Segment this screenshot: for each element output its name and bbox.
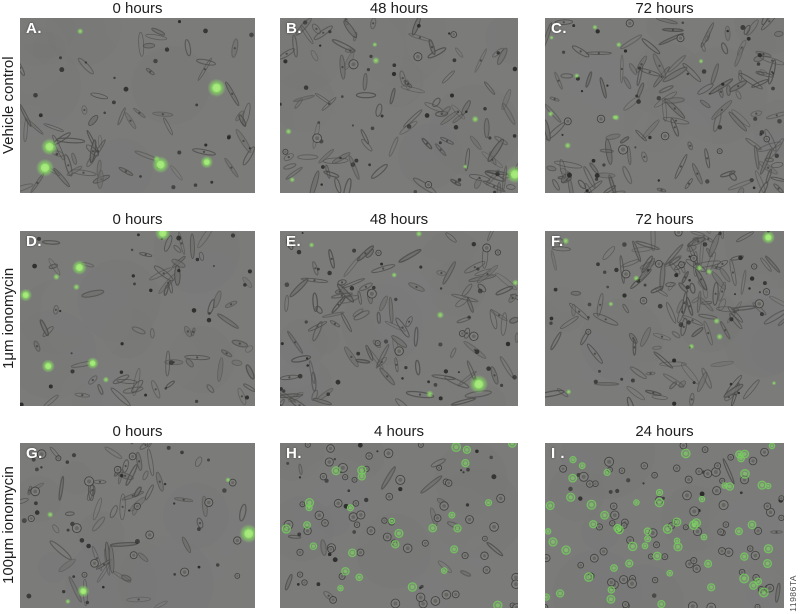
- micrograph-panel-c: C.: [545, 18, 784, 193]
- micrograph-panel-b: B.: [280, 18, 518, 193]
- panel-letter-d: D.: [26, 233, 42, 250]
- micrograph-panel-f: F.: [545, 231, 784, 406]
- figure-part-number: 11986TA: [788, 575, 798, 612]
- time-label-panel-h: 4 hours: [373, 423, 425, 440]
- panel-letter-c: C.: [551, 20, 567, 37]
- panel-letter-b: B.: [286, 20, 302, 37]
- panel-letter-e: E.: [286, 233, 302, 250]
- panel-letter-h: H.: [286, 445, 302, 462]
- panel-letter-g: G.: [26, 445, 43, 462]
- micrograph-panel-g: G.: [20, 443, 255, 608]
- time-label-panel-i: 24 hours: [635, 423, 694, 440]
- time-label-panel-d: 0 hours: [112, 211, 163, 228]
- time-label-panel-e: 48 hours: [369, 211, 429, 228]
- time-label-panel-f: 72 hours: [635, 211, 694, 228]
- row-label-vehicle-control: Vehicle control: [0, 56, 17, 155]
- panel-letter-i: I .: [551, 445, 566, 462]
- micrograph-panel-d: D.: [20, 231, 255, 406]
- panel-letter-f: F.: [551, 233, 564, 250]
- time-label-panel-a: 0 hours: [112, 0, 163, 17]
- panel-letter-a: A.: [26, 20, 42, 37]
- micrograph-panel-e: E.: [280, 231, 518, 406]
- time-label-panel-g: 0 hours: [112, 423, 163, 440]
- micrograph-panel-a: A.: [20, 18, 255, 193]
- row-label-100um-ionomycin: 100μm ionomycin: [0, 466, 17, 585]
- time-label-panel-c: 72 hours: [635, 0, 694, 17]
- micrograph-panel-h: H.: [280, 443, 518, 608]
- row-label-1um-ionomycin: 1μm ionomycin: [0, 267, 17, 370]
- micrograph-panel-i: I .: [545, 443, 784, 608]
- time-label-panel-b: 48 hours: [369, 0, 429, 17]
